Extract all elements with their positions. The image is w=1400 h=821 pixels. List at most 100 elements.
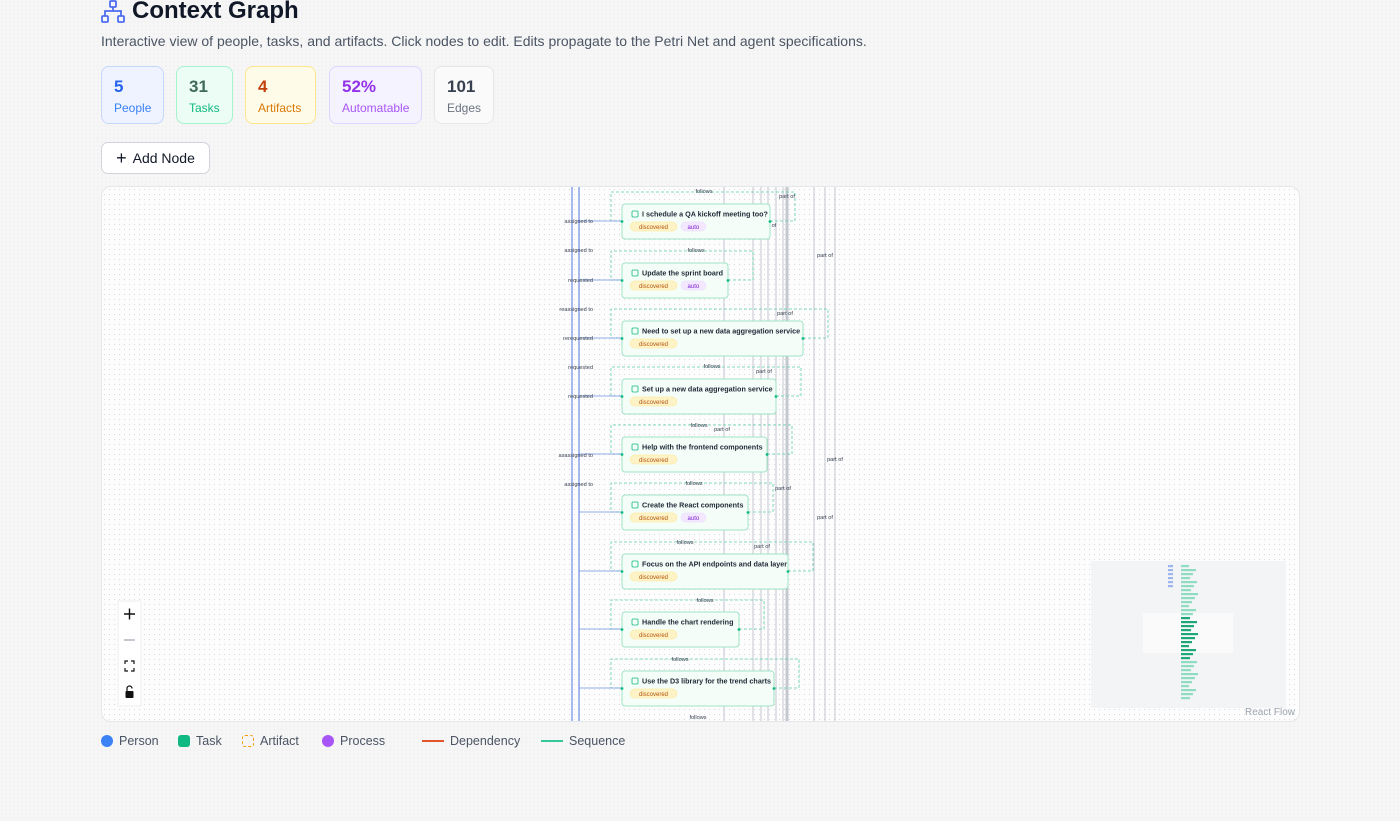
minimap-node <box>1181 637 1195 640</box>
node-label: I schedule a QA kickoff meeting too? <box>642 210 768 219</box>
handle <box>620 395 624 398</box>
minimap-node <box>1181 597 1195 600</box>
minimap-node <box>1181 573 1193 576</box>
minimap-node <box>1181 665 1194 668</box>
legend-item: Person <box>101 732 159 750</box>
legend-swatch <box>541 740 563 742</box>
legend-swatch <box>242 735 254 747</box>
minimap-node <box>1181 585 1194 588</box>
minimap-node <box>1181 621 1197 624</box>
task-icon <box>631 677 639 685</box>
task-node[interactable]: Update the sprint board discovered auto <box>620 262 730 299</box>
add-node-button[interactable]: + Add Node <box>101 142 210 174</box>
badge-label: discovered <box>639 400 668 406</box>
minimap-node <box>1181 613 1193 616</box>
minimap-node <box>1181 577 1190 580</box>
edge-label: follows <box>676 540 693 546</box>
task-node[interactable]: Set up a new data aggregation service dis… <box>620 378 778 415</box>
minimap-node <box>1181 641 1192 644</box>
badge <box>680 280 707 291</box>
title-icon <box>101 0 125 23</box>
lock-button <box>125 691 134 698</box>
task-node[interactable]: Focus on the API endpoints and data laye… <box>620 553 790 590</box>
minimap-node <box>1181 661 1197 664</box>
edge-label: assigned to <box>564 219 593 225</box>
edge-label: part of <box>817 253 833 259</box>
handle <box>620 279 624 282</box>
task-node[interactable]: Handle the chart rendering discovered <box>620 611 741 648</box>
minimap-node <box>1181 601 1192 604</box>
task-node[interactable]: Create the React components discovered aut… <box>620 494 750 531</box>
badge <box>629 396 678 407</box>
edge-label: part of <box>777 311 793 317</box>
stat-value: 52% <box>342 77 377 96</box>
minimap-node <box>1168 573 1173 576</box>
edge-label: requested <box>568 278 593 284</box>
node-label: Use the D3 library for the trend charts <box>642 677 771 686</box>
graph-canvas[interactable]: I schedule a QA kickoff meeting too? disc… <box>101 186 1300 722</box>
edge-label: follows <box>703 364 720 370</box>
task-node[interactable]: Help with the frontend components discove… <box>620 436 769 473</box>
page-subtitle: Interactive view of people, tasks, and a… <box>101 33 867 49</box>
legend-swatch <box>101 735 113 747</box>
edge-label: follows <box>685 481 702 487</box>
stat-value: 101 <box>447 77 476 96</box>
minimap-node <box>1168 565 1173 568</box>
stat-label: Tasks <box>189 101 220 115</box>
edge-label: requested <box>568 365 593 371</box>
task-icon <box>631 443 639 451</box>
badge <box>680 221 707 232</box>
legend-swatch <box>178 735 190 747</box>
edge-label: follows <box>696 598 713 604</box>
edge-label: assigned to <box>564 248 593 254</box>
handle <box>620 511 624 514</box>
legend-item: Sequence <box>541 732 625 750</box>
handle <box>801 337 805 340</box>
edge-label: part of <box>775 486 791 492</box>
controls-panel <box>117 600 142 707</box>
minimap-node <box>1181 649 1196 652</box>
zoom-in-button <box>124 608 135 620</box>
legend-item: Artifact <box>242 732 299 750</box>
minimap-node <box>1168 569 1173 572</box>
badge-label: discovered <box>639 692 668 698</box>
badge <box>680 512 707 523</box>
node-label: Set up a new data aggregation service <box>642 385 773 394</box>
task-node[interactable]: Use the D3 library for the trend charts d… <box>620 670 776 707</box>
minimap-node <box>1181 593 1198 596</box>
task-icon <box>631 327 639 335</box>
badge-label: discovered <box>639 633 668 639</box>
edge-label: part of <box>817 515 833 521</box>
task-icon <box>631 210 639 218</box>
handle <box>772 687 776 690</box>
legend-label: Dependency <box>450 734 521 748</box>
task-node[interactable]: Need to set up a new data aggregation se… <box>620 320 805 357</box>
legend-label: Person <box>119 734 159 748</box>
minimap-node <box>1181 565 1189 568</box>
minimap-node <box>1181 685 1189 688</box>
badge-label: discovered <box>639 516 668 522</box>
task-icon <box>631 501 639 509</box>
badge-label: auto <box>688 284 700 290</box>
stat-label: Edges <box>447 101 482 115</box>
follows-edge <box>610 366 802 397</box>
minimap-node <box>1181 633 1198 636</box>
task-icon <box>631 618 639 626</box>
edge-label: part of <box>756 369 772 375</box>
badge <box>629 221 678 232</box>
node-label: Create the React components <box>642 501 743 510</box>
edge-label: follows <box>671 657 688 663</box>
minimap-node <box>1168 585 1173 588</box>
task-icon <box>631 560 639 568</box>
minimap-node <box>1181 625 1194 628</box>
task-node[interactable]: I schedule a QA kickoff meeting too? disc… <box>620 203 772 240</box>
minimap-node <box>1181 689 1196 692</box>
stat-label: Automatable <box>342 101 410 115</box>
stat-label: People <box>114 101 152 115</box>
legend-swatch <box>322 735 334 747</box>
node-label: Update the sprint board <box>642 269 723 278</box>
minimap-node <box>1181 697 1190 700</box>
minimap-node <box>1181 569 1196 572</box>
plus-icon: + <box>116 148 127 168</box>
